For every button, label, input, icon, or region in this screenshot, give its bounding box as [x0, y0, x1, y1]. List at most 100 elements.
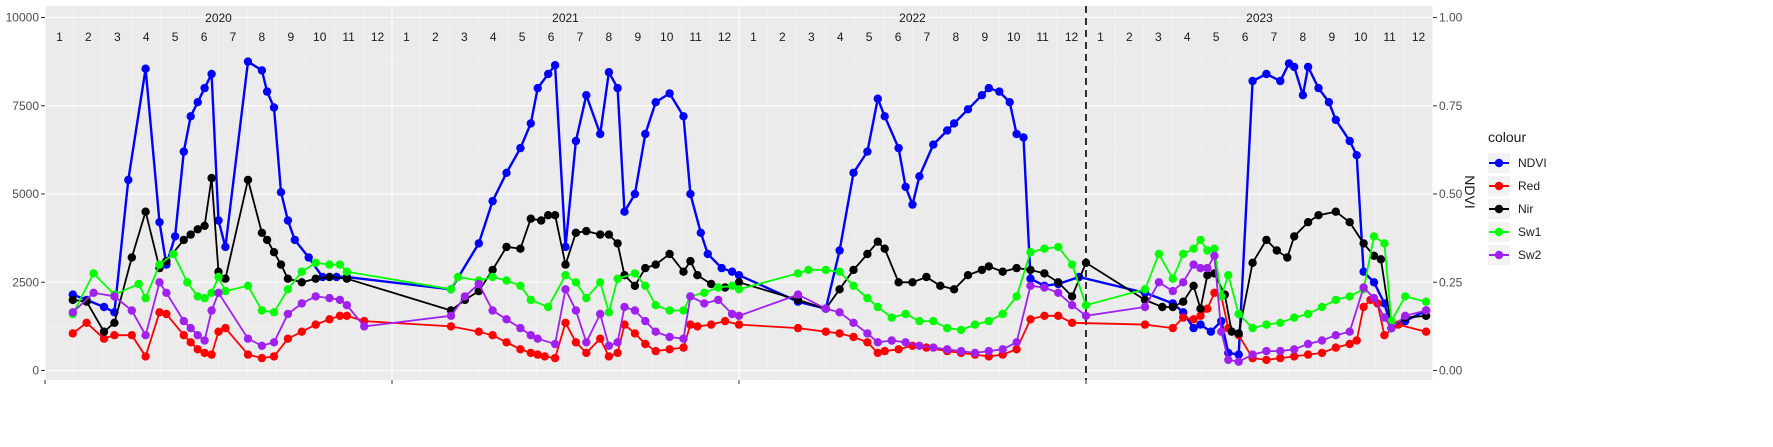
data-point-nir: [922, 272, 931, 282]
year-label: 2023: [1246, 11, 1273, 25]
legend-key-point: [1494, 158, 1504, 168]
data-point-sw2: [207, 306, 216, 315]
legend-label: Red: [1518, 179, 1540, 193]
data-point-sw1: [604, 308, 614, 317]
data-point-sw1: [970, 320, 980, 329]
data-point-nir: [1196, 304, 1205, 313]
data-point-red: [1189, 315, 1198, 324]
data-point-red: [99, 334, 109, 343]
data-point-sw1: [526, 295, 535, 305]
data-point-sw2: [1189, 260, 1198, 269]
data-point-sw1: [1224, 271, 1233, 280]
data-point-sw1: [502, 276, 511, 285]
month-label: 3: [808, 30, 815, 44]
data-point-nir: [561, 260, 570, 269]
data-point-nir: [262, 235, 272, 245]
data-point-sw2: [1262, 346, 1271, 356]
data-point-ndvi: [1026, 274, 1035, 283]
data-point-sw1: [183, 278, 192, 287]
legend-item-sw1[interactable]: Sw1: [1488, 222, 1542, 242]
data-point-sw2: [1276, 346, 1285, 356]
data-point-nir: [1272, 246, 1282, 255]
data-point-red: [207, 350, 216, 359]
data-point-sw1: [335, 260, 345, 269]
right-tick-label: 0.00: [1439, 364, 1463, 378]
data-point-ndvi: [155, 218, 164, 227]
month-label: 9: [1328, 30, 1335, 44]
legend-item-nir[interactable]: Nir: [1488, 199, 1533, 219]
data-point-sw1: [984, 316, 993, 326]
data-point-nir: [127, 253, 136, 262]
data-point-sw2: [630, 306, 640, 315]
data-point-nir: [908, 278, 917, 287]
data-point-sw2: [1234, 357, 1243, 366]
data-point-sw1: [1387, 316, 1396, 326]
data-point-red: [243, 350, 253, 359]
data-point-ndvi: [679, 112, 688, 121]
data-point-nir: [1331, 207, 1341, 216]
data-point-red: [734, 320, 744, 329]
data-point-red: [162, 309, 171, 319]
data-point-sw2: [446, 311, 456, 320]
data-point-ndvi: [929, 140, 938, 149]
data-point-sw2: [700, 299, 709, 308]
month-label: 10: [1354, 30, 1368, 44]
data-point-ndvi: [943, 126, 952, 135]
data-point-red: [179, 331, 188, 340]
data-point-nir: [880, 244, 889, 253]
data-point-nir: [1369, 251, 1379, 260]
data-point-sw2: [1421, 306, 1431, 315]
data-point-sw1: [1234, 309, 1243, 319]
data-point-sw1: [1026, 248, 1035, 257]
data-point-sw2: [793, 290, 803, 299]
data-point-nir: [1026, 265, 1035, 275]
legend[interactable]: colour NDVI Red Nir Sw1 Sw2: [1488, 129, 1547, 265]
data-point-ndvi: [717, 263, 726, 273]
data-point-red: [193, 345, 202, 354]
month-label: 4: [490, 30, 497, 44]
month-label: 3: [461, 30, 468, 44]
right-tick-label: 0.75: [1439, 99, 1463, 113]
data-point-sw1: [821, 265, 830, 275]
month-label: 2: [779, 30, 786, 44]
data-point-nir: [571, 228, 581, 237]
data-point-nir: [200, 221, 209, 230]
legend-item-red[interactable]: Red: [1488, 176, 1540, 196]
data-point-ndvi: [488, 196, 497, 206]
data-point-sw2: [873, 338, 882, 347]
data-point-nir: [949, 285, 959, 294]
data-point-sw2: [835, 308, 844, 317]
legend-item-sw2[interactable]: Sw2: [1488, 245, 1542, 265]
legend-title: colour: [1488, 129, 1526, 145]
data-point-sw2: [127, 306, 136, 315]
data-point-ndvi: [193, 98, 202, 107]
data-point-sw2: [651, 327, 660, 336]
data-point-red: [335, 311, 345, 320]
data-point-ndvi: [863, 147, 872, 156]
data-point-sw1: [1290, 313, 1299, 322]
data-point-sw2: [243, 334, 253, 343]
data-point-sw1: [1369, 232, 1379, 241]
data-point-red: [1067, 318, 1077, 327]
data-point-red: [720, 316, 730, 326]
data-point-red: [325, 315, 334, 324]
data-point-red: [257, 353, 267, 363]
data-point-ndvi: [995, 87, 1004, 96]
data-point-sw1: [943, 323, 952, 333]
month-label: 12: [718, 30, 732, 44]
series-sw1: [68, 232, 1431, 335]
data-point-sw1: [665, 306, 674, 315]
data-point-sw2: [257, 341, 267, 350]
legend-item-ndvi[interactable]: NDVI: [1488, 153, 1547, 173]
data-point-nir: [537, 216, 546, 225]
data-point-sw1: [596, 278, 605, 287]
data-point-red: [269, 352, 279, 361]
data-point-red: [1352, 336, 1361, 345]
data-point-sw2: [155, 278, 164, 287]
data-point-sw2: [1210, 251, 1219, 260]
data-point-nir: [243, 175, 253, 185]
data-point-ndvi: [99, 302, 109, 312]
data-point-sw2: [342, 301, 352, 310]
data-point-ndvi: [221, 242, 230, 252]
data-point-red: [533, 350, 542, 359]
